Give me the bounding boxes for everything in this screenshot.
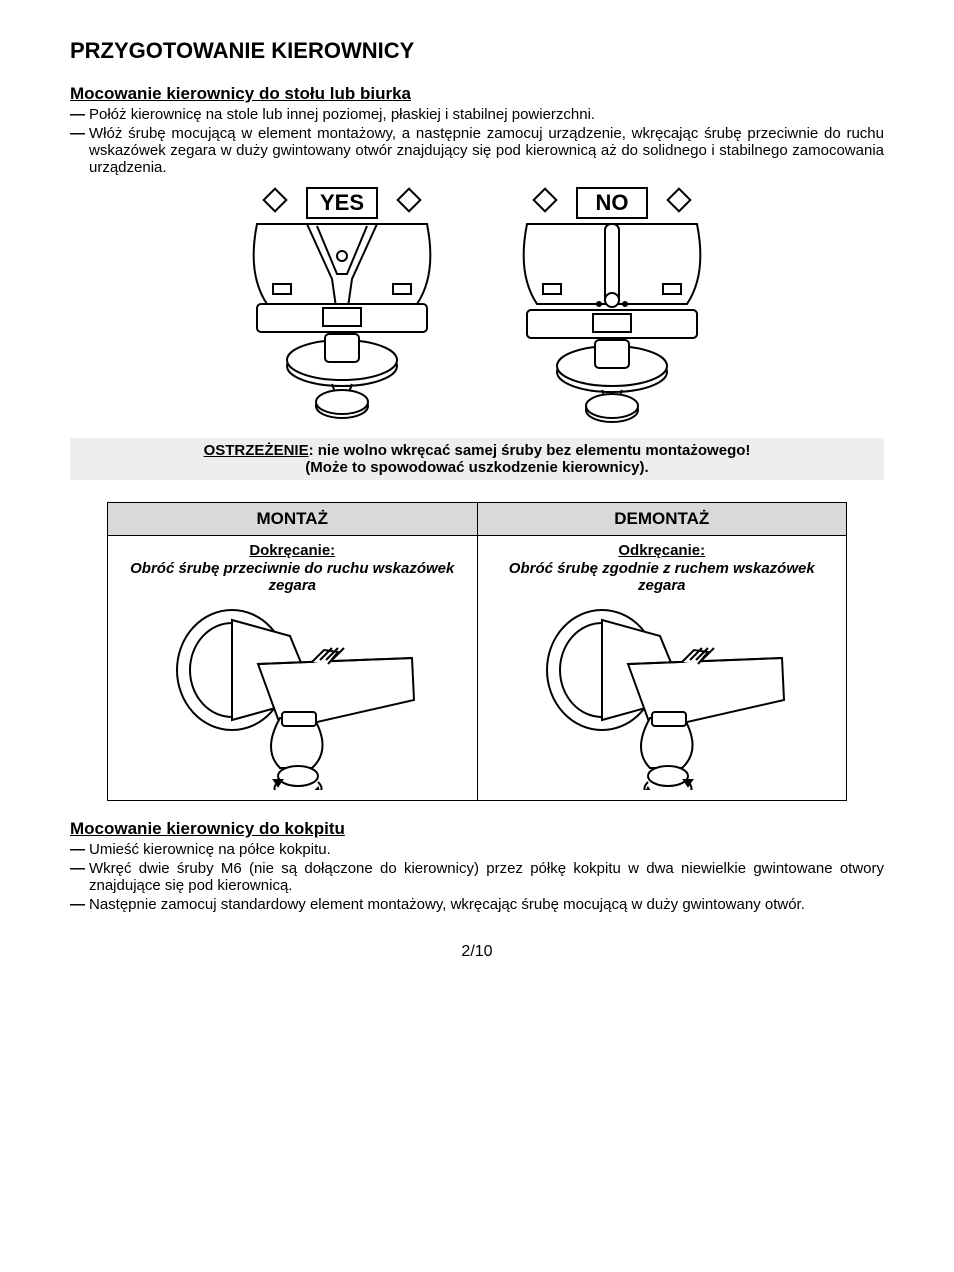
warning-line1-tail: : nie wolno wkręcać samej śruby bez elem… (309, 442, 751, 459)
list-item: — Następnie zamocuj standardowy element … (70, 896, 884, 913)
warning-key: OSTRZEŻENIE (204, 442, 309, 459)
list-item: — Włóż śrubę mocującą w element montażow… (70, 125, 884, 176)
wheel-underside-no-icon: NO (507, 184, 717, 424)
wheel-clamp-cw-icon (532, 600, 792, 790)
list-item-text: Włóż śrubę mocującą w element montażowy,… (89, 125, 884, 176)
no-label: NO (596, 190, 629, 215)
table-header-install: MONTAŻ (108, 503, 478, 536)
bullet-dash-icon: — (70, 860, 85, 894)
table-cell-remove: Odkręcanie: Obróć śrubę zgodnie z ruchem… (477, 536, 847, 801)
list-item: — Połóż kierownicę na stole lub innej po… (70, 106, 884, 123)
section1-heading: Mocowanie kierownicy do stołu lub biurka (70, 84, 884, 104)
list-item-text: Umieść kierownicę na półce kokpitu. (89, 841, 884, 858)
bullet-dash-icon: — (70, 125, 85, 176)
warning-band: OSTRZEŻENIE: nie wolno wkręcać samej śru… (70, 438, 884, 480)
list-item-text: Następnie zamocuj standardowy element mo… (89, 896, 884, 913)
install-sub: Obróć śrubę przeciwnie do ruchu wskazówe… (116, 560, 469, 594)
no-diagram: NO (507, 184, 717, 428)
remove-sub: Obróć śrubę zgodnie z ruchem wskazówek z… (486, 560, 839, 594)
wheel-clamp-ccw-icon (162, 600, 422, 790)
warning-line2: (Może to spowodować uszkodzenie kierowni… (305, 459, 648, 476)
install-table: MONTAŻ DEMONTAŻ Dokręcanie: Obróć śrubę … (107, 502, 847, 801)
install-head: Dokręcanie: (249, 542, 335, 559)
table-header-remove: DEMONTAŻ (477, 503, 847, 536)
list-item-text: Wkręć dwie śruby M6 (nie są dołączone do… (89, 860, 884, 894)
section1-list: — Połóż kierownicę na stole lub innej po… (70, 106, 884, 176)
list-item-text: Połóż kierownicę na stole lub innej pozi… (89, 106, 884, 123)
page-number: 2/10 (70, 943, 884, 961)
yes-diagram: YES (237, 184, 447, 428)
section2-list: — Umieść kierownicę na półce kokpitu. — … (70, 841, 884, 913)
bullet-dash-icon: — (70, 896, 85, 913)
bullet-dash-icon: — (70, 106, 85, 123)
bullet-dash-icon: — (70, 841, 85, 858)
list-item: — Umieść kierownicę na półce kokpitu. (70, 841, 884, 858)
remove-head: Odkręcanie: (618, 542, 705, 559)
page-title: PRZYGOTOWANIE KIEROWNICY (70, 38, 884, 64)
wheel-underside-yes-icon: YES (237, 184, 447, 424)
yes-no-diagram-row: YES (70, 184, 884, 428)
table-cell-install: Dokręcanie: Obróć śrubę przeciwnie do ru… (108, 536, 478, 801)
yes-label: YES (320, 190, 364, 215)
section2-heading: Mocowanie kierownicy do kokpitu (70, 819, 884, 839)
list-item: — Wkręć dwie śruby M6 (nie są dołączone … (70, 860, 884, 894)
